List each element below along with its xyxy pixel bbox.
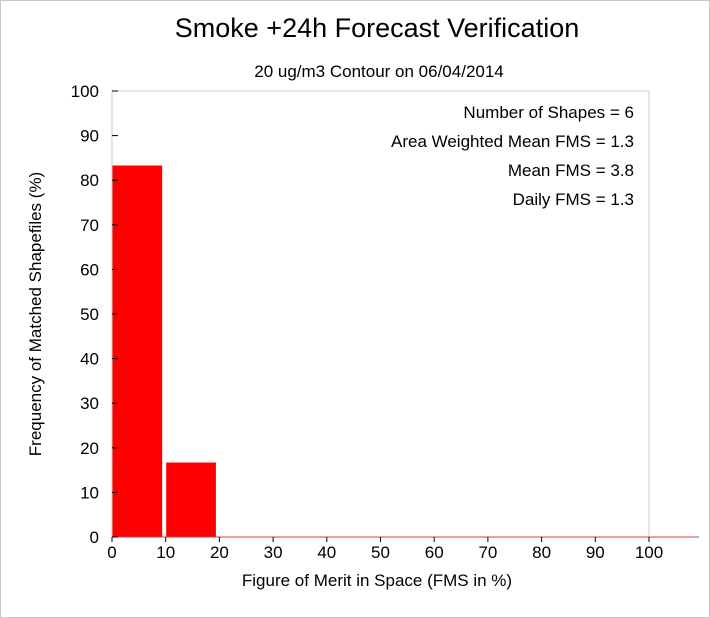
- y-tick-label: 90: [80, 127, 99, 146]
- annotation-line: Daily FMS = 1.3: [513, 190, 634, 209]
- y-tick-label: 0: [90, 528, 99, 547]
- y-tick-label: 60: [80, 260, 99, 279]
- x-tick-label: 0: [107, 543, 116, 562]
- x-tick-label: 10: [156, 543, 175, 562]
- annotation-line: Area Weighted Mean FMS = 1.3: [391, 132, 634, 151]
- x-tick-label: 60: [425, 543, 444, 562]
- y-axis-label: Frequency of Matched Shapefiles (%): [26, 172, 45, 456]
- chart-subtitle: 20 ug/m3 Contour on 06/04/2014: [254, 62, 504, 81]
- y-tick-label: 80: [80, 171, 99, 190]
- x-tick-label: 40: [317, 543, 336, 562]
- x-tick-label: 80: [532, 543, 551, 562]
- y-axis: 0 10 20 30 40 50 60 70 80 90 100: [71, 82, 118, 547]
- bar-0-10: [112, 165, 163, 537]
- y-tick-label: 100: [71, 82, 99, 101]
- x-tick-label: 50: [371, 543, 390, 562]
- y-tick-label: 40: [80, 350, 99, 369]
- stats-annotations: Number of Shapes = 6 Area Weighted Mean F…: [391, 103, 634, 209]
- x-tick-label: 100: [635, 543, 663, 562]
- x-axis: 0 10 20 30 40 50 60 70 80 90 100: [107, 537, 663, 562]
- y-tick-label: 30: [80, 394, 99, 413]
- y-tick-label: 70: [80, 216, 99, 235]
- x-axis-label: Figure of Merit in Space (FMS in %): [242, 571, 512, 590]
- x-tick-label: 90: [586, 543, 605, 562]
- y-tick-label: 50: [80, 305, 99, 324]
- x-tick-label: 20: [210, 543, 229, 562]
- bars-group: [112, 165, 216, 537]
- annotation-line: Number of Shapes = 6: [463, 103, 634, 122]
- chart-title: Smoke +24h Forecast Verification: [175, 13, 579, 43]
- y-tick-label: 10: [80, 483, 99, 502]
- x-tick-label: 30: [264, 543, 283, 562]
- bar-10-20: [166, 462, 216, 537]
- y-tick-label: 20: [80, 439, 99, 458]
- x-tick-label: 70: [478, 543, 497, 562]
- annotation-line: Mean FMS = 3.8: [508, 161, 634, 180]
